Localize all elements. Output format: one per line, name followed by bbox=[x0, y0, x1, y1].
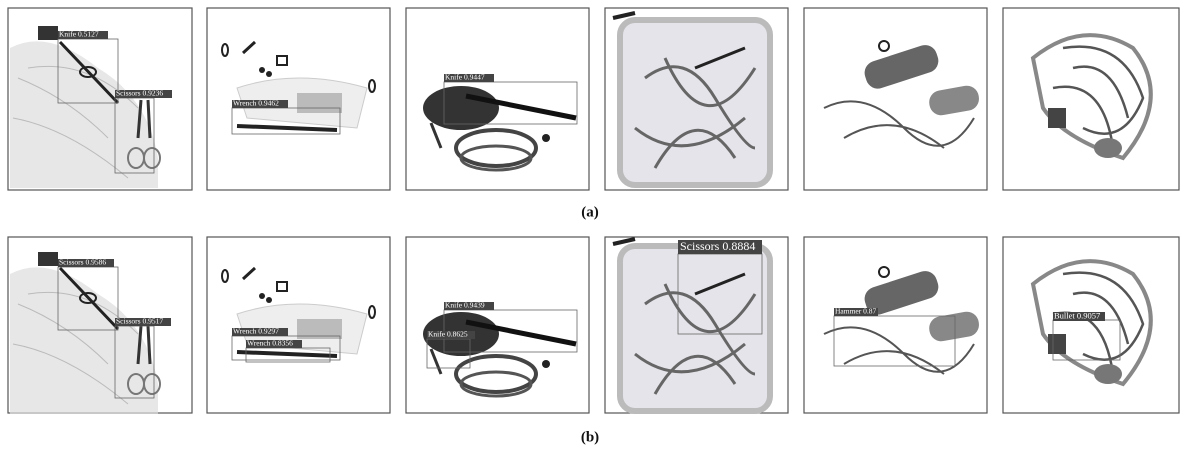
detection-label: Wrench 0.8356 bbox=[247, 339, 293, 348]
detection-label: Scissors 0.9586 bbox=[59, 258, 106, 267]
row-a: Knife 0.5127 Scissors 0.9236 Wrench 0.94… bbox=[8, 8, 1179, 220]
xray-image bbox=[613, 239, 770, 411]
caption: (a) bbox=[581, 204, 599, 220]
detection-label: Scissors 0.9236 bbox=[116, 89, 163, 98]
xray-image bbox=[613, 13, 770, 185]
caption: (b) bbox=[581, 429, 599, 445]
detection-label: Knife 0.9447 bbox=[445, 73, 485, 82]
detection-label: Wrench 0.9297 bbox=[233, 327, 279, 336]
detection-label: Scissors 0.8884 bbox=[680, 239, 755, 253]
detection-label: Scissors 0.9517 bbox=[116, 317, 163, 326]
detection-label: Knife 0.5127 bbox=[59, 30, 99, 39]
detection-label: Bullet 0.9057 bbox=[1054, 310, 1100, 320]
detection-label: Hammer 0.87 bbox=[835, 307, 876, 316]
detection-label: Knife 0.8625 bbox=[428, 330, 468, 339]
row-b: Scissors 0.9586 Scissors 0.9517 Wrench 0… bbox=[8, 237, 1179, 445]
detection-label: Wrench 0.9462 bbox=[233, 99, 279, 108]
figure: Knife 0.5127 Scissors 0.9236 Wrench 0.94… bbox=[0, 0, 1181, 454]
detection-label: Knife 0.9439 bbox=[445, 301, 485, 310]
